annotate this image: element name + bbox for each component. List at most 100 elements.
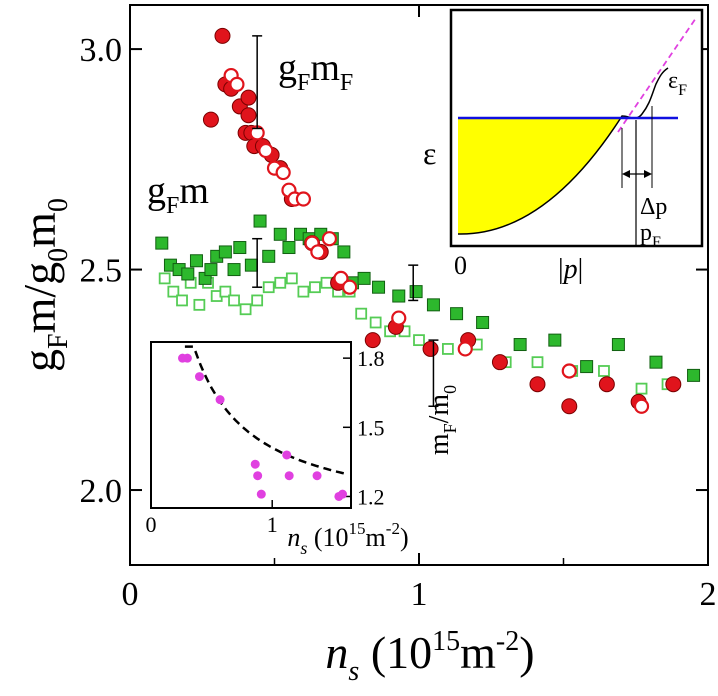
inset-bl-y-axis-label: mF/m0 (424, 385, 460, 455)
main-x-tick-label: 2 (700, 576, 717, 613)
point-open-circle (321, 231, 338, 247)
point-filled-circle (665, 376, 682, 393)
annotation-gFm: gFm (147, 170, 209, 219)
point-open-square (355, 307, 368, 320)
inset-point (338, 489, 348, 499)
point-filled-square (253, 214, 267, 228)
point-filled-square (181, 267, 195, 281)
point-open-square (309, 281, 321, 294)
point-open-circle (391, 310, 407, 326)
inset-bl-x-tick-label: 0 (146, 512, 157, 537)
inset-bl-fit-curve (184, 345, 346, 475)
point-filled-circle (240, 89, 257, 106)
point-filled-square (155, 236, 169, 250)
point-open-circle (275, 164, 291, 181)
point-filled-square (450, 307, 464, 321)
inset-point (312, 471, 322, 481)
inset-tr-dp-label: Δp (640, 194, 667, 220)
point-open-square (219, 285, 232, 298)
main-y-tick-label: 3.0 (80, 32, 123, 69)
point-open-circle (342, 279, 358, 295)
point-open-square (635, 382, 648, 395)
point-filled-square (357, 271, 371, 285)
inset-tr-filled-band (458, 118, 620, 235)
inset-bl-x-axis-label: ns (1015m-2) (287, 519, 408, 558)
main-data-marks (155, 27, 701, 415)
point-filled-square (611, 338, 625, 352)
point-open-circle (561, 363, 577, 379)
point-filled-square (409, 285, 423, 299)
inset-bl-tick-labels: 0 1 1.2 1.5 1.8 (146, 346, 385, 537)
main-x-tick-label: 1 (411, 576, 428, 613)
annotation-gFmF: gFmF (278, 47, 353, 96)
point-filled-square (227, 263, 241, 277)
inset-point (256, 489, 266, 499)
point-open-square (262, 281, 275, 294)
point-open-circle (633, 398, 650, 414)
inset-point (250, 459, 260, 469)
point-open-square (228, 294, 240, 307)
inset-point (215, 395, 225, 405)
point-open-square (413, 334, 425, 347)
point-filled-square (392, 289, 406, 303)
point-open-circle (258, 142, 274, 159)
point-open-square (251, 294, 264, 307)
inset-bl-y-tick-label: 1.2 (357, 484, 385, 509)
inset-point (182, 353, 192, 363)
inset-tr-x-axis-label: |p| (558, 254, 583, 285)
point-filled-square (204, 263, 218, 277)
inset-bl-y-tick-label: 1.8 (357, 346, 385, 371)
inset-bl-frame (150, 341, 352, 509)
point-filled-square (580, 360, 594, 374)
point-filled-circle (240, 107, 257, 124)
point-filled-square (687, 368, 701, 382)
inset-bl-x-tick-label: 1 (267, 512, 278, 537)
point-filled-circle (561, 398, 578, 415)
point-open-circle (229, 76, 245, 92)
inset-point (253, 471, 263, 481)
inset-tr-dp-arrowhead-right (644, 170, 652, 178)
point-open-circle (457, 341, 473, 357)
main-tick-labels: 0 1 2 2.0 2.5 3.0 (80, 32, 717, 613)
inset-tr-x-tick-zero: 0 (454, 251, 467, 280)
point-filled-square (273, 227, 287, 241)
point-open-square (167, 285, 180, 298)
inset-point (284, 471, 294, 481)
point-filled-square (548, 333, 562, 347)
point-open-circle (310, 244, 326, 260)
point-filled-circle (364, 332, 381, 349)
point-open-square (598, 365, 610, 377)
inset-bl-data-marks (178, 353, 348, 501)
point-filled-circle (529, 376, 546, 393)
main-y-tick-label: 2.0 (80, 473, 123, 510)
point-open-square (176, 294, 188, 307)
point-open-square (158, 272, 171, 285)
point-filled-circle (422, 340, 439, 357)
main-x-axis-label: ns (1015m-2) (325, 626, 534, 687)
point-filled-circle (491, 354, 508, 371)
point-filled-square (649, 355, 663, 369)
inset-tr-dp-arrowhead-left (622, 170, 630, 178)
main-error-bars (252, 35, 439, 408)
inset-bl-y-tick-label: 1.5 (357, 415, 385, 440)
point-open-square (320, 276, 333, 289)
point-filled-circle (598, 376, 615, 393)
point-open-square (193, 298, 206, 311)
main-y-axis-label: gFm/g0m0 (14, 198, 74, 372)
main-ticks (129, 5, 709, 565)
point-filled-circle (214, 27, 231, 44)
point-filled-circle (202, 111, 219, 128)
point-filled-square (513, 338, 527, 352)
point-open-square (531, 356, 544, 369)
point-open-square (297, 285, 310, 298)
main-x-tick-label: 0 (122, 576, 139, 613)
inset-point (194, 372, 204, 382)
inset-point (282, 450, 292, 460)
point-filled-square (218, 245, 232, 259)
inset-tr-pF-label: pF (640, 220, 661, 251)
point-filled-square (337, 245, 351, 259)
point-open-circle (295, 191, 311, 207)
point-filled-square (262, 249, 276, 263)
point-filled-square (244, 258, 258, 272)
